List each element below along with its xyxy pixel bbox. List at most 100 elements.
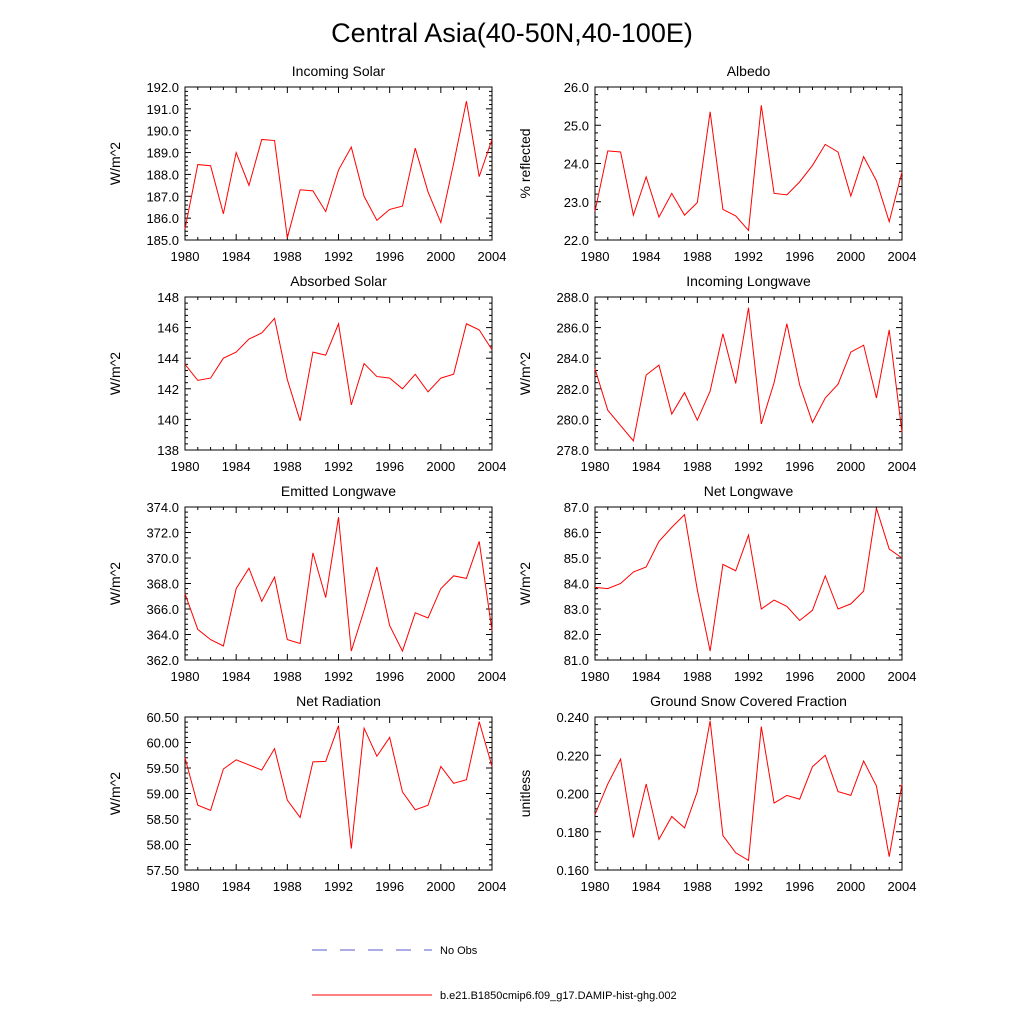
y-tick-label: 81.0 <box>564 653 589 668</box>
x-tick-label: 1996 <box>375 879 404 894</box>
y-axis-label: W/m^2 <box>107 142 123 185</box>
x-tick-label: 2004 <box>478 669 507 684</box>
chart-title: Absorbed Solar <box>290 273 387 289</box>
x-tick-label: 1988 <box>683 459 712 474</box>
x-tick-label: 2000 <box>426 459 455 474</box>
x-tick-label: 1996 <box>375 249 404 264</box>
x-tick-label: 2004 <box>888 879 917 894</box>
series-line <box>594 508 903 652</box>
y-tick-label: 138 <box>157 443 179 458</box>
y-tick-label: 24.0 <box>564 157 589 172</box>
plot-frame <box>184 86 493 241</box>
series-line <box>184 101 493 238</box>
x-tick-label: 1984 <box>632 459 661 474</box>
chart-title: Albedo <box>727 63 771 79</box>
plot-frame <box>594 296 903 451</box>
y-axis-label: unitless <box>517 770 533 817</box>
y-tick-label: 85.0 <box>564 551 589 566</box>
x-tick-label: 2004 <box>888 669 917 684</box>
y-tick-label: 58.00 <box>146 838 179 853</box>
chart-title: Emitted Longwave <box>281 483 396 499</box>
y-tick-label: 286.0 <box>556 321 589 336</box>
page-title: Central Asia(40-50N,40-100E) <box>331 18 693 48</box>
x-tick-label: 1992 <box>734 669 763 684</box>
plot-frame <box>184 296 493 451</box>
x-tick-label: 2000 <box>836 879 865 894</box>
plot-frame <box>594 716 903 871</box>
y-tick-label: 364.0 <box>146 628 179 643</box>
y-tick-label: 82.0 <box>564 628 589 643</box>
legend: No Obs b.e21.B1850cmip6.f09_g17.DAMIP-hi… <box>312 945 677 1002</box>
plot-frame <box>184 716 493 871</box>
x-tick-label: 2000 <box>426 249 455 264</box>
x-tick-label: 1980 <box>171 249 200 264</box>
x-tick-label: 1980 <box>171 459 200 474</box>
y-axis-label: W/m^2 <box>107 562 123 605</box>
x-tick-label: 1988 <box>273 459 302 474</box>
plot-frame <box>594 86 903 241</box>
x-tick-label: 1988 <box>273 669 302 684</box>
x-tick-label: 1984 <box>222 879 251 894</box>
x-tick-label: 2004 <box>478 249 507 264</box>
legend-obs-label: No Obs <box>440 945 478 957</box>
x-tick-label: 1988 <box>683 879 712 894</box>
x-tick-label: 1996 <box>785 669 814 684</box>
y-axis-label: W/m^2 <box>107 352 123 395</box>
chart-title: Net Longwave <box>704 483 794 499</box>
y-tick-label: 374.0 <box>146 500 179 515</box>
x-tick-label: 1992 <box>324 249 353 264</box>
chart-panel: Net Longwave W/m^2 1980 1984 1988 1992 1996 200… <box>517 483 916 684</box>
y-tick-label: 284.0 <box>556 351 589 366</box>
y-tick-label: 368.0 <box>146 577 179 592</box>
x-tick-label: 1984 <box>222 669 251 684</box>
chart-panel: Absorbed Solar W/m^2 1980 1984 1988 1992 1996 2… <box>107 273 506 474</box>
chart-panel: Net Radiation W/m^2 1980 1984 1988 1992 1996 20… <box>107 693 506 894</box>
chart-panels: Incoming Solar W/m^2 1980 1984 1988 1992 1996 2… <box>107 63 916 894</box>
y-tick-label: 146 <box>157 321 179 336</box>
x-tick-label: 1980 <box>171 879 200 894</box>
y-axis-label: W/m^2 <box>107 772 123 815</box>
y-tick-label: 83.0 <box>564 602 589 617</box>
x-tick-label: 1988 <box>273 249 302 264</box>
chart-title: Incoming Longwave <box>686 273 811 289</box>
x-tick-label: 1988 <box>273 879 302 894</box>
y-tick-label: 191.0 <box>146 102 179 117</box>
chart-panel: Incoming Solar W/m^2 1980 1984 1988 1992 1996 2… <box>107 63 506 264</box>
x-tick-label: 2004 <box>888 459 917 474</box>
y-tick-label: 59.00 <box>146 787 179 802</box>
x-tick-label: 2004 <box>888 249 917 264</box>
x-tick-label: 1984 <box>632 249 661 264</box>
x-tick-label: 1980 <box>581 459 610 474</box>
y-tick-label: 188.0 <box>146 167 179 182</box>
chart-panel: Albedo % reflected 1980 1984 1988 1992 1996 200… <box>517 63 916 264</box>
x-tick-label: 1996 <box>785 459 814 474</box>
chart-panel: Emitted Longwave W/m^2 1980 1984 1988 1992 199… <box>107 483 506 684</box>
y-tick-label: 366.0 <box>146 602 179 617</box>
chart-panel: Ground Snow Covered Fraction unitless 1980… <box>517 693 916 894</box>
x-tick-label: 1980 <box>171 669 200 684</box>
x-tick-label: 1984 <box>222 459 251 474</box>
y-tick-label: 0.240 <box>556 710 589 725</box>
y-tick-label: 87.0 <box>564 500 589 515</box>
y-tick-label: 26.0 <box>564 80 589 95</box>
y-tick-label: 58.50 <box>146 812 179 827</box>
x-tick-label: 1984 <box>632 669 661 684</box>
x-tick-label: 1992 <box>324 459 353 474</box>
y-tick-label: 60.50 <box>146 710 179 725</box>
series-line <box>184 517 493 653</box>
y-tick-label: 0.220 <box>556 748 589 763</box>
y-tick-label: 288.0 <box>556 290 589 305</box>
y-tick-label: 0.180 <box>556 825 589 840</box>
chart-title: Net Radiation <box>296 693 381 709</box>
x-tick-label: 2000 <box>836 459 865 474</box>
legend-model-label: b.e21.B1850cmip6.f09_g17.DAMIP-hist-ghg.… <box>440 990 677 1002</box>
x-tick-label: 1988 <box>683 669 712 684</box>
y-tick-label: 142 <box>157 382 179 397</box>
y-axis-label: W/m^2 <box>517 352 533 395</box>
x-tick-label: 1980 <box>581 249 610 264</box>
y-tick-label: 25.0 <box>564 118 589 133</box>
y-tick-label: 362.0 <box>146 653 179 668</box>
y-tick-label: 282.0 <box>556 382 589 397</box>
y-axis-label: % reflected <box>517 128 533 198</box>
